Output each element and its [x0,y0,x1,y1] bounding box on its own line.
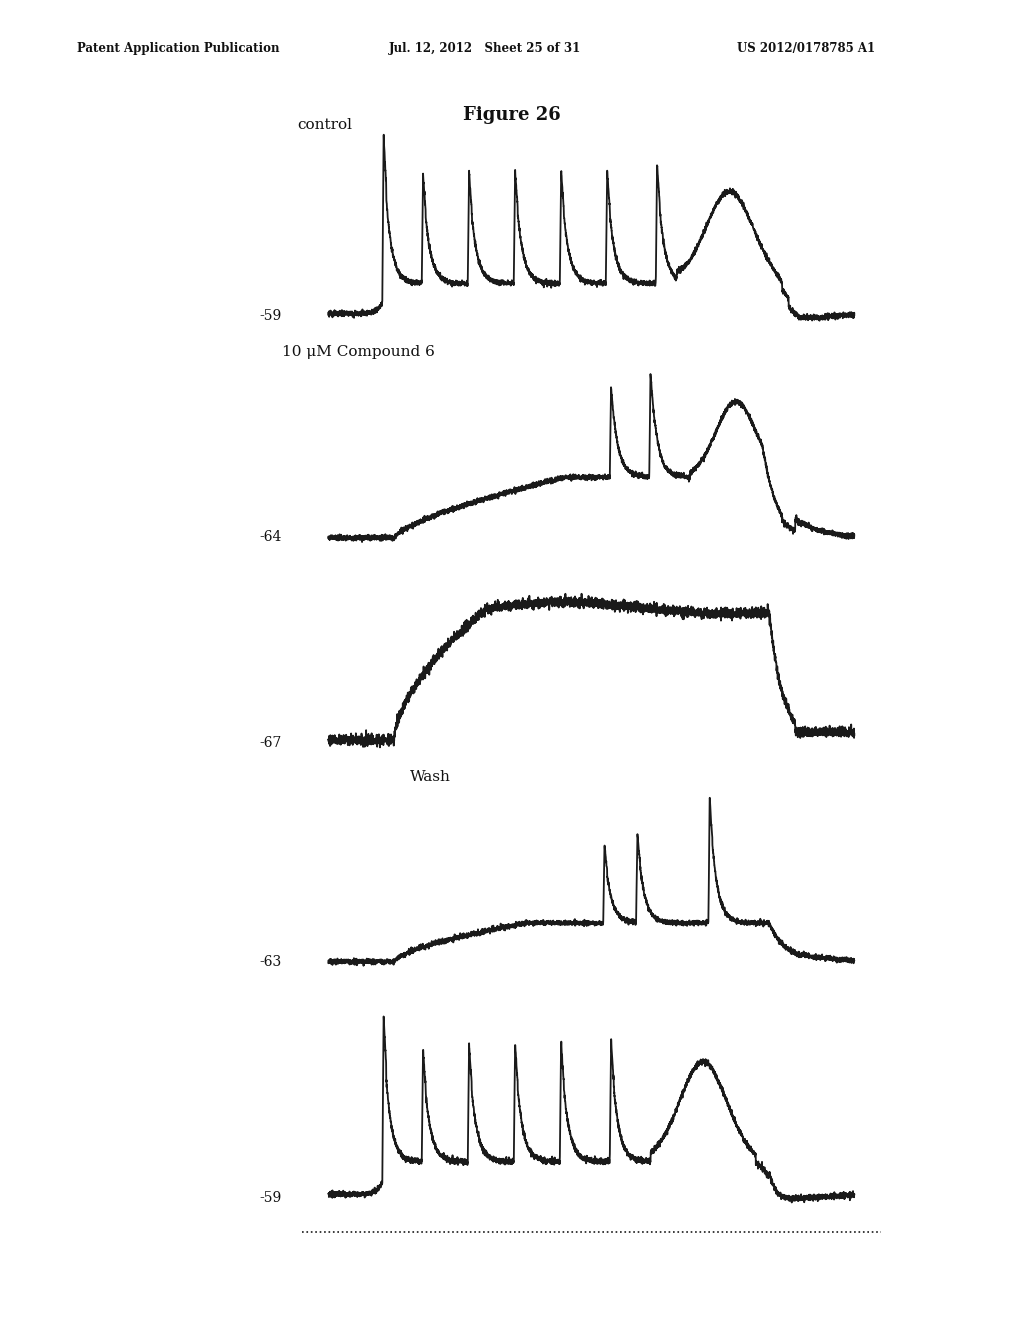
Text: control: control [297,117,352,132]
Text: -59: -59 [259,309,282,323]
Text: Wash: Wash [410,770,451,784]
Text: -59: -59 [259,1191,282,1205]
Text: Jul. 12, 2012   Sheet 25 of 31: Jul. 12, 2012 Sheet 25 of 31 [389,42,582,55]
Text: 10 μM Compound 6: 10 μM Compound 6 [282,345,434,359]
Text: Figure 26: Figure 26 [463,106,561,124]
Text: -64: -64 [259,529,282,544]
Text: -63: -63 [259,954,282,969]
Text: -67: -67 [259,735,282,750]
Text: Patent Application Publication: Patent Application Publication [77,42,280,55]
Text: US 2012/0178785 A1: US 2012/0178785 A1 [737,42,876,55]
